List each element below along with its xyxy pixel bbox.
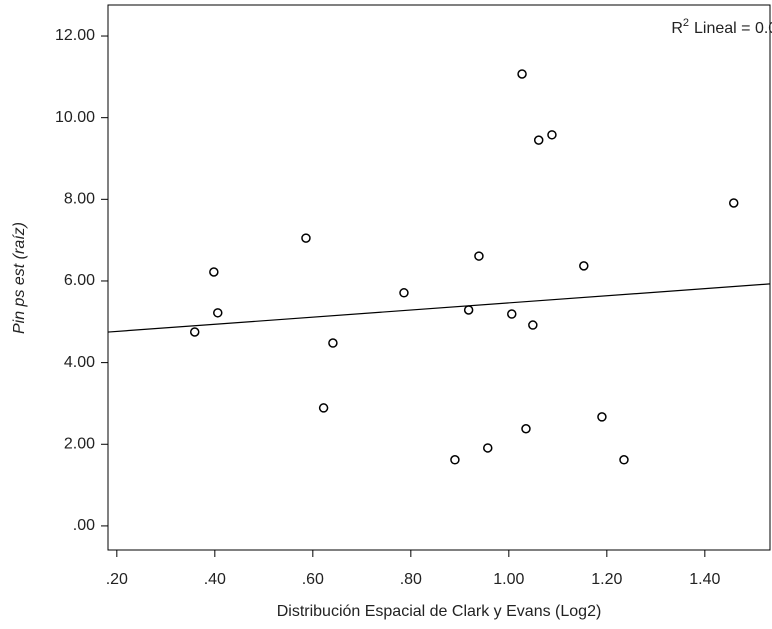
annotation: R2 (671, 17, 689, 37)
annotation-text: Lineal = 0.010 (694, 20, 772, 37)
point (213, 308, 223, 318)
point (463, 305, 474, 315)
y-tick-label: 10.00 (55, 109, 95, 126)
y-axis-title: Pin ps est (raíz) (11, 222, 28, 334)
point (328, 338, 338, 348)
annotation-base: R (671, 20, 683, 37)
point (547, 130, 557, 140)
y-tick-label: 12.00 (55, 27, 95, 44)
point (483, 443, 493, 453)
point (189, 327, 200, 337)
x-tick-label: 1.20 (591, 571, 622, 588)
x-tick-label: 1.40 (689, 571, 720, 588)
point (474, 251, 484, 261)
x-tick-label: .40 (204, 571, 226, 588)
x-axis-title: Distribución Espacial de Clark y Evans (… (277, 603, 602, 620)
point (521, 424, 531, 434)
y-tick-label: 6.00 (64, 272, 95, 289)
x-tick-label: 1.00 (493, 571, 524, 588)
point (619, 455, 629, 465)
point (597, 412, 607, 422)
point (728, 198, 739, 208)
x-tick-label: .20 (106, 571, 128, 588)
y-tick-label: 2.00 (64, 435, 95, 452)
point (301, 233, 311, 243)
point (528, 320, 538, 330)
x-tick-label: .60 (302, 571, 324, 588)
annotation-sup: 2 (683, 17, 689, 29)
plot-frame (107, 4, 771, 551)
x-tick-label: .80 (400, 571, 422, 588)
point (517, 69, 527, 79)
point (450, 455, 460, 465)
point (399, 288, 409, 298)
point (318, 403, 329, 413)
point (507, 309, 517, 319)
point (209, 267, 219, 277)
point (533, 135, 544, 145)
point (579, 261, 589, 271)
fit-line (107, 283, 771, 333)
y-tick-label: .00 (73, 517, 95, 534)
y-tick-label: 4.00 (64, 354, 95, 371)
y-tick-label: 8.00 (64, 191, 95, 208)
